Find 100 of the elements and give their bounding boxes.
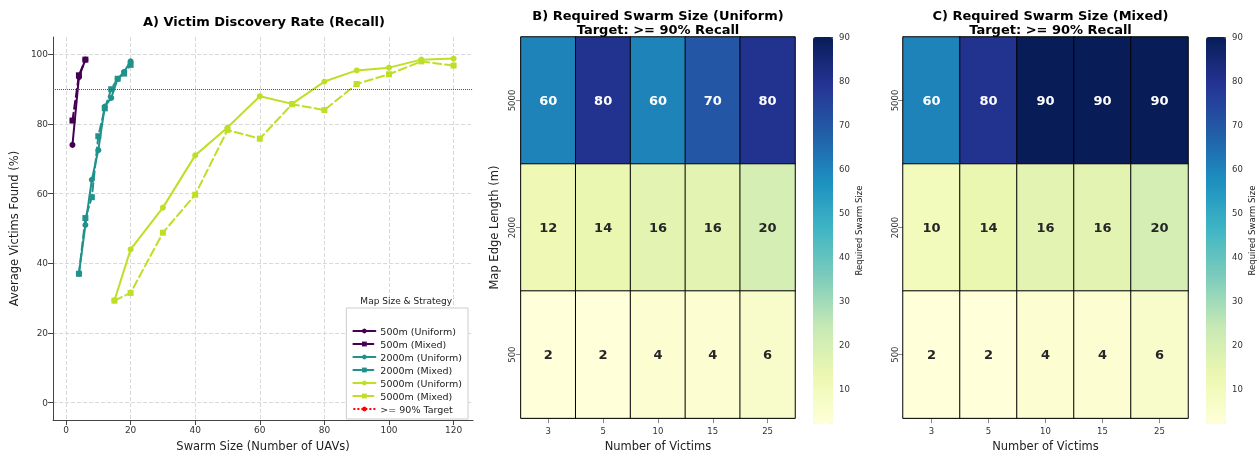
color-bar-label: 40 [839,251,850,262]
y-tick-label: 500 [507,346,518,363]
y-tick-label: 5000 [507,89,518,112]
color-bar-label: 80 [1232,75,1243,86]
x-tick-label: 80 [318,424,331,435]
color-bar-label: 50 [839,207,850,218]
data-label: 10 [922,220,941,236]
y-tick-label: 20 [36,327,49,338]
point [159,229,166,236]
legend-label: 2000m (Uniform) [380,351,463,363]
data-label: 80 [594,93,613,109]
x-tick-label: 10 [652,425,664,436]
point [321,78,328,85]
y-tick-label: 5000 [889,89,900,112]
point [321,107,328,114]
data-label: 20 [1150,220,1169,236]
legend-label: >= 90% Target [380,403,454,415]
point [386,71,393,78]
data-label: 60 [648,93,667,109]
legend-label: 500m (Uniform) [380,325,456,337]
point [82,215,89,222]
point [256,135,263,142]
data-label: 4 [708,347,718,363]
point [450,62,457,69]
data-label: 16 [648,220,667,236]
legend-label: 5000m (Mixed) [380,390,453,402]
data-label: 90 [1150,93,1169,109]
data-label: 60 [922,93,941,109]
y-tick-label: 2000 [889,216,900,239]
x-tick-label: 25 [1154,425,1165,436]
point [88,194,95,201]
point [353,67,360,74]
color-bar-label: 30 [839,295,850,306]
data-label: 4 [1040,347,1051,363]
y-tick-label: 100 [30,49,49,60]
legend-label: 5000m (Uniform) [380,377,463,389]
y-tick-label: 80 [36,119,49,130]
data-label: 80 [758,93,777,109]
color-bar-label: 40 [1232,251,1243,262]
chart-subtitle: Target: >= 90% Recall [969,22,1132,37]
y-axis-title: Map Edge Length (m) [487,165,501,290]
point [69,141,76,148]
color-bar-label: 80 [839,75,850,86]
color-bar-label: 70 [1232,119,1243,130]
y-tick-label: 2000 [507,216,518,239]
x-axis-title: Swarm Size (Number of UAVs) [176,439,350,453]
data-label: 14 [594,220,613,236]
data-label: 16 [703,220,722,236]
point [192,191,199,198]
x-tick-label: 25 [762,425,773,436]
x-tick-label: 5 [600,425,606,436]
y-tick-label: 500 [889,346,900,363]
data-label: 90 [1093,93,1112,109]
point [127,289,134,296]
data-label: 12 [539,220,558,236]
color-bar-label: 60 [839,163,850,174]
x-tick-label: 120 [445,424,463,435]
legend-label: 2000m (Mixed) [380,364,453,376]
chart-subtitle: Target: >= 90% Recall [576,22,740,37]
point [386,64,393,71]
legend-label: 500m (Mixed) [380,338,447,350]
x-tick-label: 10 [1040,425,1051,436]
y-tick-label: 60 [36,188,49,199]
data-label: 16 [1093,220,1112,236]
color-bar-label: 90 [839,32,850,42]
data-label: 6 [1154,347,1165,363]
x-tick-label: 5 [985,425,992,436]
color-bar-label: 30 [1232,295,1243,306]
point [108,86,115,93]
point [159,204,166,211]
point [192,152,199,159]
x-axis-title: Number of Victims [992,439,1099,453]
color-bar-label: 20 [839,339,850,350]
data-label: 20 [758,220,777,236]
data-label: 16 [1036,220,1055,236]
point [127,246,134,253]
data-label: 70 [703,93,722,109]
data-label: 2 [983,347,994,363]
y-tick-label: 0 [42,397,49,408]
point [69,117,76,124]
point [108,94,115,101]
data-label: 14 [979,220,998,236]
color-bar-label: 90 [1232,32,1243,42]
data-label: 60 [539,93,558,109]
color-bar-title: Required Swarm Size [1246,185,1257,276]
point [95,133,102,140]
data-label: 2 [598,347,608,363]
color-bar-title: Required Swarm Size [853,185,864,276]
x-tick-label: 3 [928,425,935,436]
x-tick-label: 100 [380,424,398,435]
x-tick-label: 15 [707,425,719,436]
color-bar-label: 10 [1232,383,1243,394]
x-tick-label: 15 [1097,425,1108,436]
color-bar-label: 70 [839,119,850,130]
color-bar-label: 60 [1232,163,1243,174]
point [256,93,263,100]
data-label: 4 [653,347,663,363]
chart-title: A) Victim Discovery Rate (Recall) [142,14,386,29]
color-bar-label: 20 [1232,339,1243,350]
data-label: 2 [543,347,553,363]
